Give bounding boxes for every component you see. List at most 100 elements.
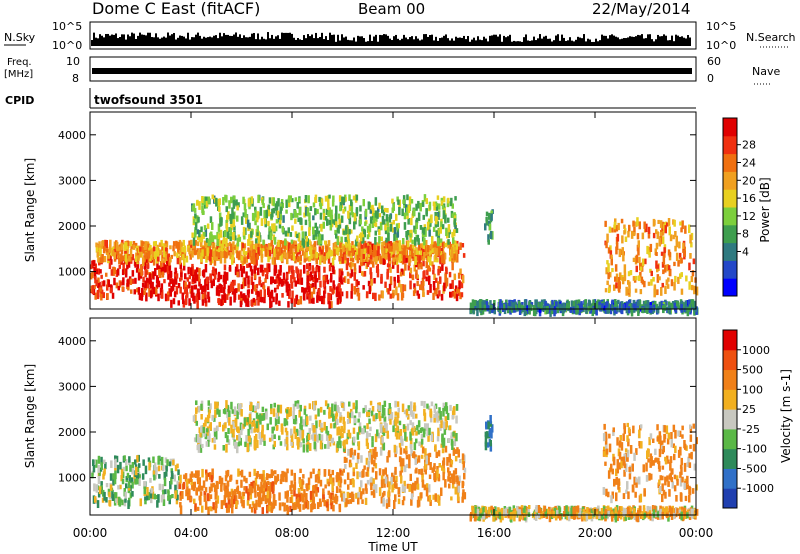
- range-cell: [322, 208, 326, 215]
- range-cell: [128, 456, 131, 463]
- range-cell: [168, 265, 172, 271]
- range-cell: [262, 285, 266, 290]
- range-cell: [192, 244, 195, 249]
- range-cell: [363, 465, 366, 470]
- range-cell: [401, 403, 405, 413]
- range-cell: [160, 255, 164, 263]
- range-cell: [330, 412, 333, 417]
- range-cell: [259, 289, 263, 297]
- range-cell: [165, 247, 168, 252]
- range-cell: [143, 486, 146, 495]
- range-cell: [353, 248, 357, 255]
- range-cell: [306, 444, 309, 453]
- range-cell: [416, 234, 420, 242]
- range-cell: [331, 482, 334, 492]
- range-cell: [207, 412, 211, 419]
- range-cell: [335, 248, 338, 254]
- range-cell: [346, 419, 350, 425]
- range-cell: [196, 199, 199, 206]
- range-cell: [525, 307, 528, 316]
- range-cell: [209, 506, 212, 511]
- range-cell: [200, 428, 203, 434]
- range-cell: [414, 456, 417, 466]
- range-cell: [220, 500, 224, 510]
- range-cell: [437, 268, 440, 276]
- range-cell: [424, 228, 427, 237]
- range-cell: [210, 475, 214, 483]
- nave-top-tick: 60: [707, 55, 721, 68]
- range-cell: [257, 247, 260, 257]
- range-cell: [188, 488, 191, 496]
- range-cell: [160, 456, 164, 466]
- range-cell: [255, 284, 259, 289]
- range-cell: [223, 271, 227, 280]
- range-cell: [201, 485, 204, 491]
- range-cell: [329, 286, 332, 292]
- range-cell: [243, 475, 246, 482]
- range-cell: [397, 274, 400, 283]
- range-cell: [217, 247, 221, 256]
- range-cell: [446, 457, 449, 466]
- range-cell: [664, 225, 667, 234]
- range-cell: [152, 470, 156, 476]
- range-cell: [374, 446, 377, 452]
- range-cell: [259, 244, 262, 249]
- range-cell: [273, 268, 276, 276]
- range-cell: [426, 423, 429, 430]
- range-cell: [218, 198, 221, 206]
- range-cell: [212, 502, 215, 509]
- range-cell: [250, 244, 253, 251]
- range-cell: [362, 199, 365, 207]
- range-cell: [256, 231, 259, 236]
- range-cell: [272, 501, 276, 509]
- range-cell: [109, 239, 112, 249]
- range-cell: [451, 231, 454, 238]
- range-cell: [318, 246, 322, 252]
- range-cell: [96, 500, 100, 509]
- range-cell: [221, 299, 224, 306]
- nsky-bottom-tick: 10^0: [52, 39, 82, 52]
- range-cell: [556, 307, 560, 314]
- range-cell: [355, 281, 358, 287]
- range-cell: [695, 286, 699, 296]
- range-cell: [447, 239, 450, 245]
- range-cell: [429, 408, 433, 416]
- range-cell: [445, 268, 448, 275]
- range-cell: [227, 504, 230, 513]
- range-cell: [348, 217, 352, 225]
- range-cell: [253, 439, 256, 449]
- range-cell: [588, 300, 592, 306]
- range-cell: [428, 494, 432, 502]
- range-cell: [348, 432, 352, 439]
- range-cell: [235, 501, 238, 508]
- range-cell: [279, 270, 282, 276]
- range-cell: [291, 244, 294, 252]
- range-cell: [238, 236, 242, 242]
- range-cell: [268, 249, 272, 257]
- range-cell: [204, 294, 207, 304]
- range-cell: [235, 199, 238, 207]
- range-cell: [276, 474, 280, 482]
- range-cell: [526, 305, 529, 312]
- range-cell: [269, 501, 273, 506]
- range-cell: [334, 498, 337, 504]
- range-cell: [283, 418, 287, 423]
- range-cell: [162, 494, 165, 502]
- range-cell: [193, 473, 196, 478]
- range-cell: [310, 283, 313, 289]
- range-cell: [201, 468, 204, 478]
- range-cell: [325, 501, 329, 508]
- range-cell: [666, 284, 670, 289]
- range-cell: [460, 281, 464, 289]
- range-cell: [232, 428, 235, 438]
- range-cell: [328, 492, 332, 499]
- range-cell: [288, 409, 291, 418]
- range-cell: [686, 307, 690, 317]
- range-cell: [449, 476, 452, 484]
- range-cell: [295, 499, 298, 508]
- range-cell: [173, 291, 177, 298]
- range-cell: [683, 250, 686, 257]
- range-cell: [339, 478, 343, 483]
- range-cell: [420, 492, 423, 499]
- range-cell: [347, 484, 350, 490]
